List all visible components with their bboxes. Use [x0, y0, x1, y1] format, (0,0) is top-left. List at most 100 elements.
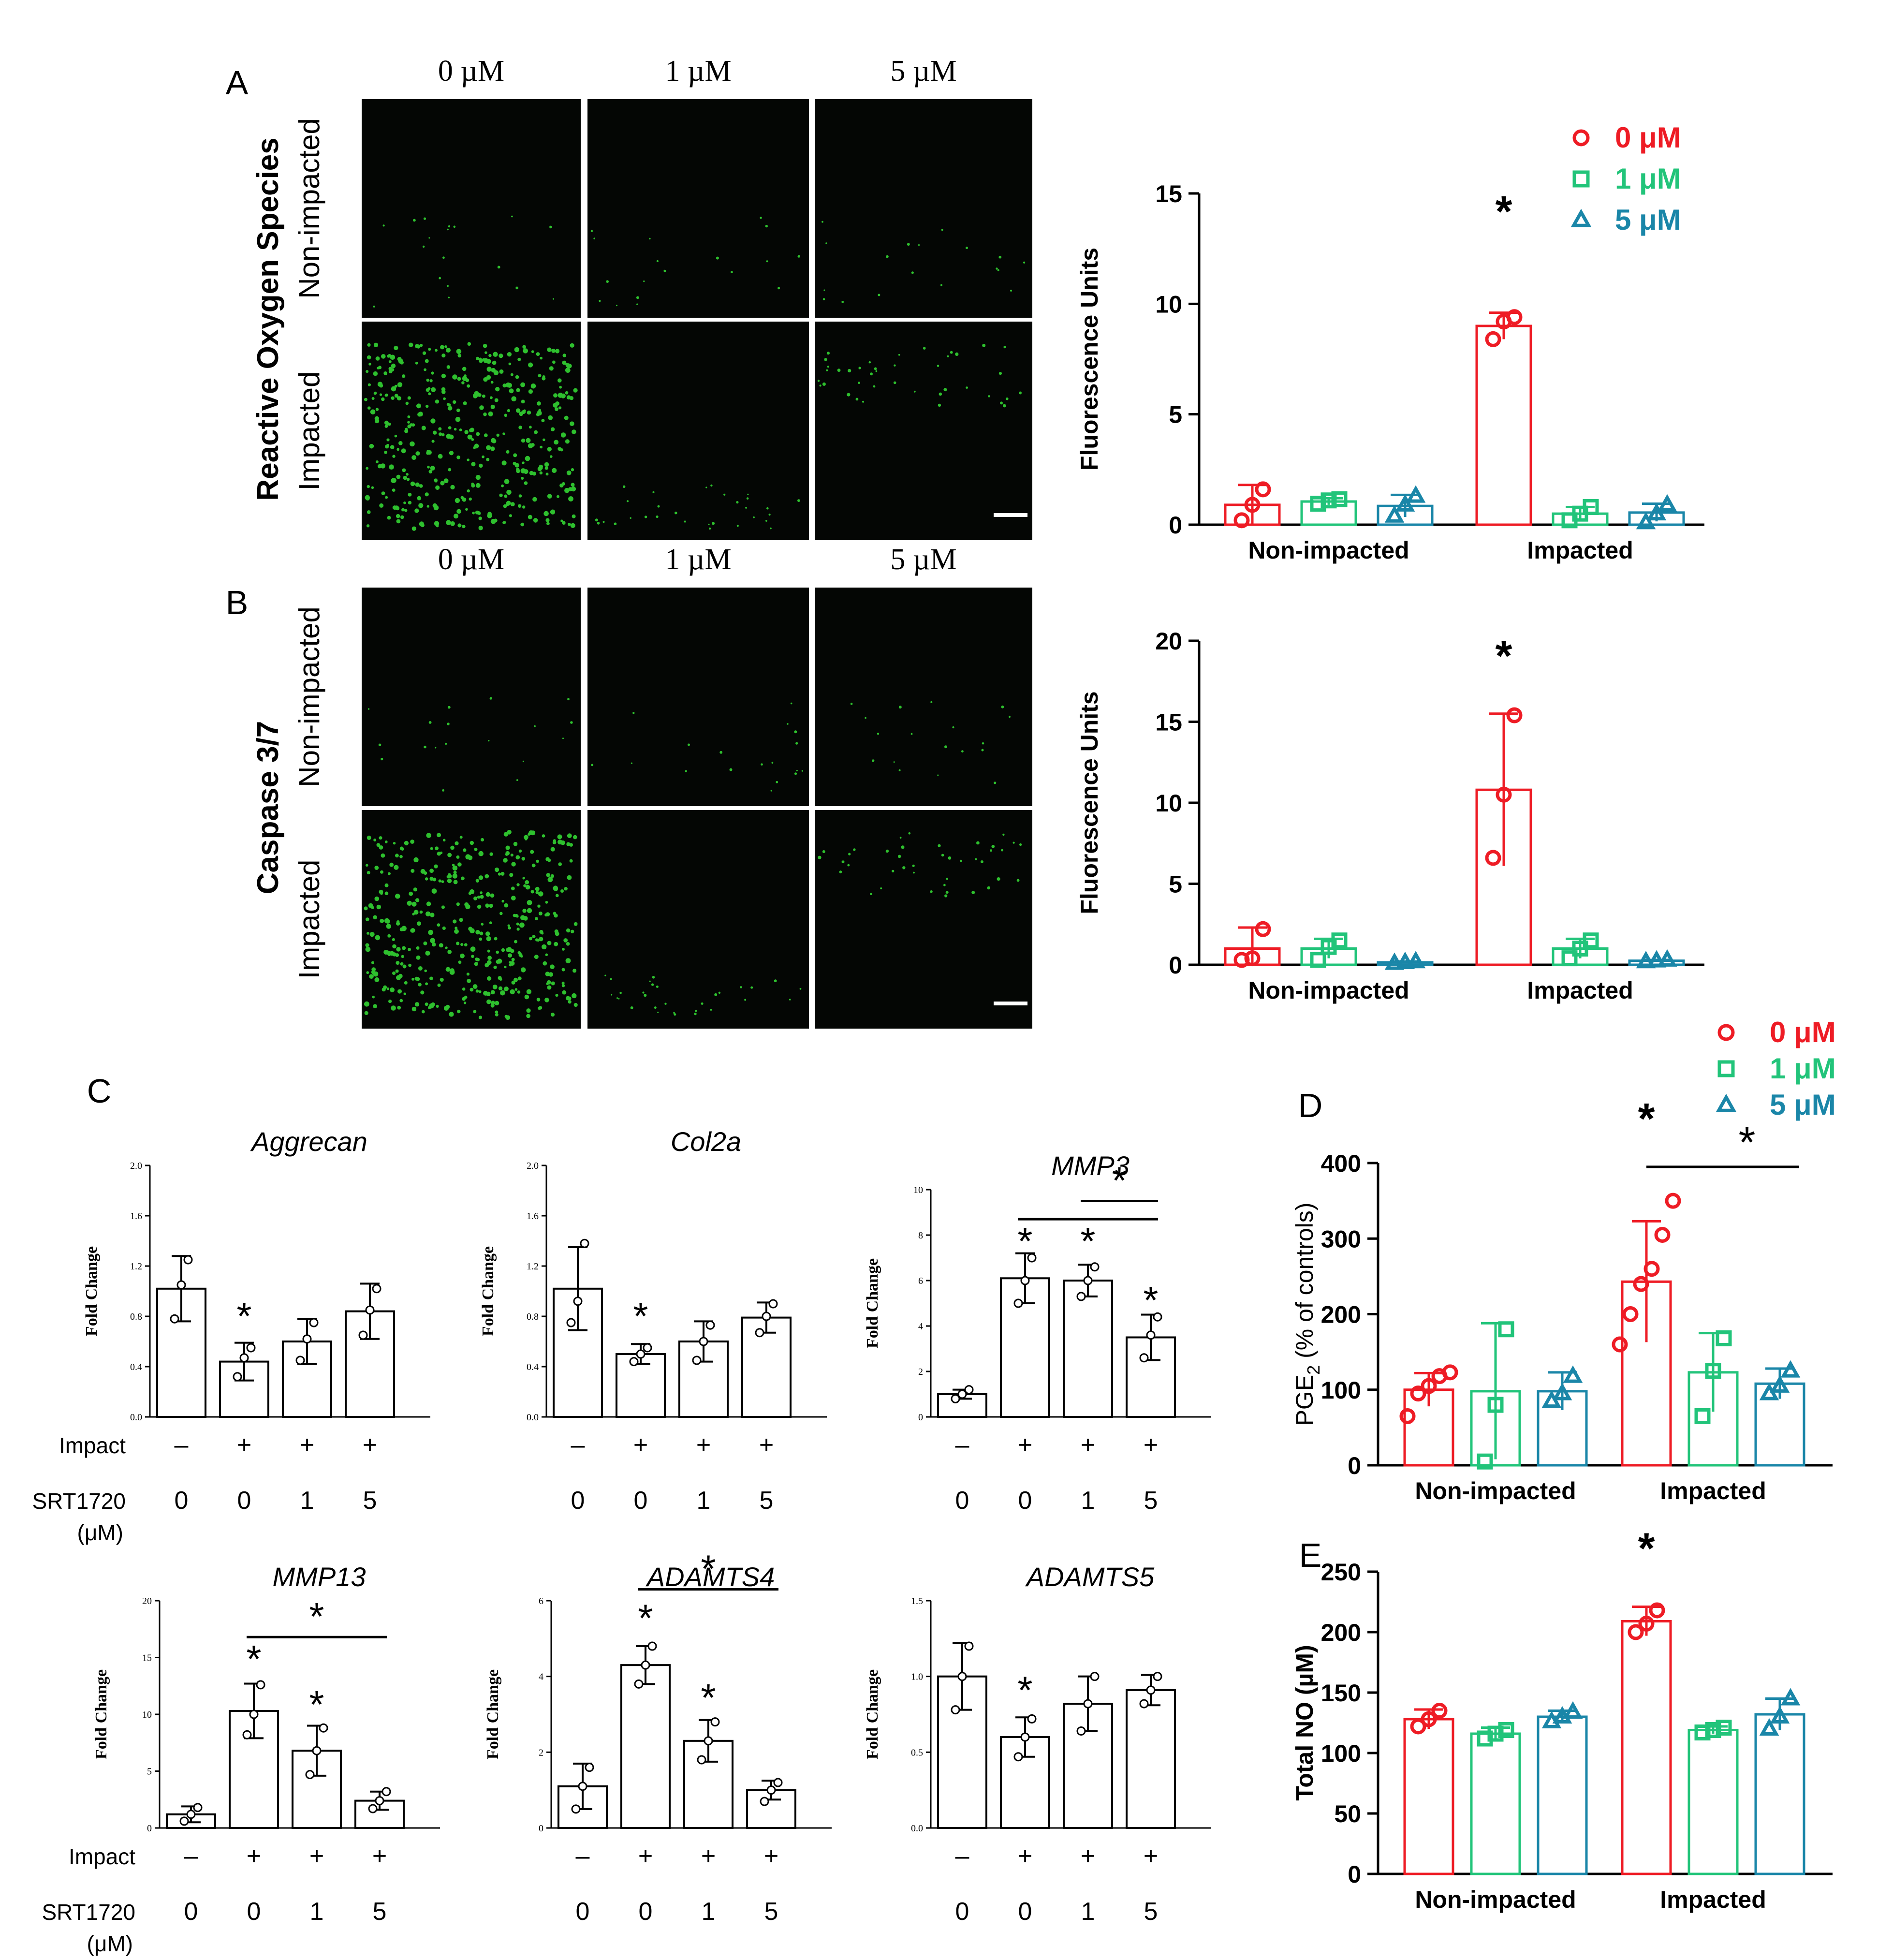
cell-dot [565, 391, 569, 395]
cell-dot [428, 237, 430, 239]
data-point [1410, 1718, 1426, 1735]
cell-dot [408, 963, 411, 967]
cell-dot [535, 938, 539, 942]
cell-dot [946, 877, 949, 880]
y-axis-label: Fold Change [864, 1258, 881, 1348]
cell-dot [753, 516, 755, 518]
cell-dot [573, 1002, 578, 1007]
cell-dot [385, 444, 389, 449]
y-axis-label: Fold Change [92, 1669, 110, 1759]
cell-dot [549, 366, 554, 371]
cell-dot [591, 764, 594, 766]
cell-dot [419, 484, 423, 488]
cell-dot [544, 466, 548, 470]
data-point [1485, 331, 1501, 347]
cell-dot [483, 343, 487, 348]
cell-dot [388, 1000, 392, 1003]
cell-dot [375, 935, 381, 941]
cell-dot [364, 398, 367, 401]
cell-dot [525, 456, 530, 461]
cell-dot [381, 491, 385, 495]
cell-dot [429, 869, 434, 873]
cell-dot [373, 342, 379, 347]
cell-dot [878, 294, 880, 296]
data-point [571, 1804, 581, 1814]
y-tick-label: 2.0 [130, 1161, 142, 1171]
cell-dot [913, 390, 916, 393]
cell-dot [504, 494, 508, 498]
cell-dot [568, 1000, 572, 1004]
cell-dot [941, 854, 944, 857]
cell-dot [416, 946, 420, 950]
cell-dot [566, 395, 571, 400]
cell-dot [874, 367, 877, 370]
cell-dot [369, 932, 375, 937]
cell-dot [865, 717, 866, 719]
cell-dot [467, 342, 471, 346]
cell-dot [433, 505, 439, 511]
cell-dot [367, 835, 371, 840]
cell-dot [507, 409, 511, 413]
cell-dot [443, 478, 449, 484]
cell-dot [455, 841, 459, 845]
cell-dot [562, 737, 564, 739]
cell-dot [766, 507, 769, 510]
y-tick-label: 1.2 [130, 1261, 142, 1272]
cell-dot [819, 384, 822, 387]
data-point [186, 1810, 196, 1819]
data-point [641, 1660, 650, 1670]
data-point [585, 1763, 594, 1772]
cell-dot [642, 991, 645, 994]
cell-dot [606, 280, 609, 283]
impact-row-label: Impact [69, 1844, 135, 1869]
cell-dot [406, 477, 410, 481]
cell-dot [471, 482, 474, 486]
data-point [1331, 932, 1348, 949]
data-point [1759, 1718, 1779, 1736]
cell-dot [518, 426, 522, 429]
cell-dot [388, 360, 392, 363]
cell-dot [511, 862, 516, 867]
chart-C-Aggrecan: Aggrecan 0.0 0.4 0.8 1.2 1.6 2.0 Fold Change – 0 +… [32, 1126, 430, 1545]
cell-dot [538, 912, 543, 915]
cell-dot [411, 869, 415, 873]
cell-dot [509, 388, 514, 394]
cell-dot [552, 468, 557, 473]
cell-dot [862, 400, 864, 403]
cell-dot [464, 995, 468, 999]
srt1720-label: 0 [571, 1487, 585, 1515]
y-tick-label: 0 [539, 1823, 543, 1834]
cell-dot [492, 360, 497, 365]
cell-dot [543, 438, 545, 442]
y-tick-label: 200 [1321, 1301, 1361, 1328]
cell-dot [894, 364, 896, 367]
cell-dot [522, 877, 525, 880]
cell-dot [616, 305, 617, 307]
bar [1300, 500, 1357, 526]
cell-dot [484, 351, 487, 354]
cell-dot [475, 475, 481, 480]
data-point [762, 1312, 771, 1321]
cell-dot [425, 388, 430, 392]
data-point [1485, 850, 1501, 866]
cell-dot [547, 494, 552, 499]
cell-dot [367, 510, 371, 514]
cell-dot [516, 883, 520, 886]
cell-dot [719, 751, 723, 754]
cell-dot [550, 455, 553, 458]
cell-dot [423, 217, 426, 220]
cell-dot [456, 902, 460, 906]
cell-dot [399, 999, 403, 1002]
cell-dot [375, 408, 379, 411]
cell-dot [413, 219, 416, 222]
cell-dot [714, 993, 718, 996]
cell-dot [381, 758, 383, 761]
cell-dot [425, 911, 431, 917]
cell-dot [411, 455, 417, 460]
cell-dots [850, 701, 1011, 784]
y-tick-label: 5 [1169, 401, 1182, 428]
cell-dot [495, 1013, 499, 1017]
cell-dots [373, 215, 555, 308]
data-point [957, 1389, 967, 1399]
srt1720-label: 0 [237, 1487, 251, 1515]
